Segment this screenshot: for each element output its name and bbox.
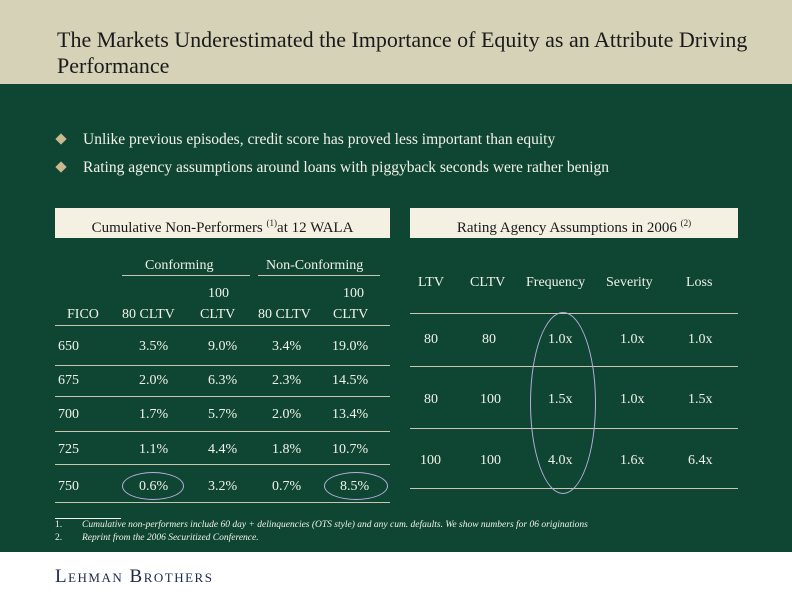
highlight-oval <box>530 312 596 494</box>
conf-80-value: 2.0% <box>139 373 169 388</box>
fico-value: 675 <box>58 373 79 388</box>
right-header-text: Rating Agency Assumptions in 2006 <box>456 220 681 236</box>
group-conforming: Conforming <box>145 258 214 273</box>
loss-value: 1.5x <box>688 392 713 407</box>
lehman-brothers-logo: Lehman Brothers <box>55 566 214 587</box>
col-header-severity: Severity <box>606 275 653 290</box>
row-divider <box>55 431 390 432</box>
fico-value: 750 <box>58 479 79 494</box>
footnote-number: 2. <box>55 533 63 543</box>
col-header-cltv: CLTV <box>333 307 369 322</box>
col-header-cltv: CLTV <box>470 275 506 290</box>
ltv-value: 100 <box>420 453 441 468</box>
bullet-text: Unlike previous episodes, credit score h… <box>83 131 556 148</box>
col-header-80cltv: 80 CLTV <box>122 307 175 322</box>
loss-value: 1.0x <box>688 332 713 347</box>
right-header-footnote: (2) <box>680 218 692 228</box>
footnote-rule <box>55 518 121 519</box>
col-header-ltv: LTV <box>418 275 444 290</box>
severity-value: 1.6x <box>620 453 645 468</box>
footnote-number: 1. <box>55 520 63 530</box>
nonconf-100-value: 19.0% <box>332 339 369 354</box>
footnote-text: Cumulative non-performers include 60 day… <box>82 520 588 530</box>
col-header-100: 100 <box>343 286 364 301</box>
ltv-value: 80 <box>424 332 438 347</box>
fico-value: 700 <box>58 407 79 422</box>
highlight-oval <box>324 472 388 500</box>
bullet-text: Rating agency assumptions around loans w… <box>83 159 610 176</box>
cltv-value: 100 <box>480 453 501 468</box>
group-underline <box>122 275 250 276</box>
nonconf-80-value: 3.4% <box>272 339 302 354</box>
conf-80-value: 3.5% <box>139 339 169 354</box>
conf-100-value: 9.0% <box>208 339 238 354</box>
row-divider <box>55 365 390 366</box>
conf-100-value: 5.7% <box>208 407 238 422</box>
col-header-100: 100 <box>208 286 229 301</box>
nonconf-100-value: 14.5% <box>332 373 369 388</box>
ltv-value: 80 <box>424 392 438 407</box>
conf-100-value: 6.3% <box>208 373 238 388</box>
conf-80-value: 1.7% <box>139 407 169 422</box>
slide-body: Unlike previous episodes, credit score h… <box>0 84 792 552</box>
group-nonconforming: Non-Conforming <box>266 258 364 273</box>
title-bar: The Markets Underestimated the Importanc… <box>0 0 792 84</box>
row-divider <box>55 464 390 465</box>
severity-value: 1.0x <box>620 392 645 407</box>
fico-value: 650 <box>58 339 79 354</box>
nonconf-80-value: 1.8% <box>272 442 302 457</box>
group-underline <box>258 275 380 276</box>
diamond-bullet-icon <box>55 161 67 173</box>
col-header-fico: FICO <box>67 307 99 322</box>
conf-100-value: 3.2% <box>208 479 238 494</box>
cltv-value: 80 <box>482 332 496 347</box>
conf-100-value: 4.4% <box>208 442 238 457</box>
fico-value: 725 <box>58 442 79 457</box>
loss-value: 6.4x <box>688 453 713 468</box>
col-header-80cltv: 80 CLTV <box>258 307 311 322</box>
nonconf-80-value: 0.7% <box>272 479 302 494</box>
left-header-suffix: at 12 WALA <box>277 220 354 236</box>
cltv-value: 100 <box>480 392 501 407</box>
nonconf-100-value: 13.4% <box>332 407 369 422</box>
severity-value: 1.0x <box>620 332 645 347</box>
highlight-oval <box>122 472 184 500</box>
row-divider <box>55 502 390 503</box>
page-title: The Markets Underestimated the Importanc… <box>57 27 748 78</box>
nonconf-80-value: 2.0% <box>272 407 302 422</box>
diamond-bullet-icon <box>55 133 67 145</box>
row-divider <box>410 313 738 314</box>
col-header-loss: Loss <box>686 275 713 290</box>
left-header-text: Cumulative Non-Performers <box>91 220 267 236</box>
left-panel-header: Cumulative Non-Performers (1)at 12 WALA <box>55 208 390 238</box>
row-divider <box>55 325 390 326</box>
col-header-cltv: CLTV <box>200 307 236 322</box>
nonconf-100-value: 10.7% <box>332 442 369 457</box>
left-header-footnote: (1) <box>266 218 278 228</box>
footnote-text: Reprint from the 2006 Securitized Confer… <box>82 533 259 543</box>
right-panel-header: Rating Agency Assumptions in 2006 (2) <box>410 208 738 238</box>
conf-80-value: 1.1% <box>139 442 169 457</box>
row-divider <box>55 396 390 397</box>
nonconf-80-value: 2.3% <box>272 373 302 388</box>
col-header-frequency: Frequency <box>526 275 586 290</box>
